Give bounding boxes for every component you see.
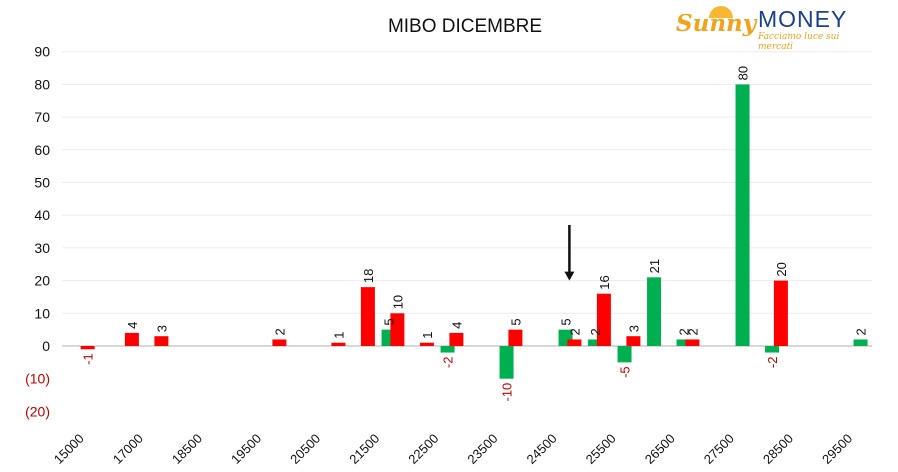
data-label: -5 xyxy=(618,366,633,378)
logo-caps-text: MONEY xyxy=(758,6,848,32)
bar xyxy=(617,346,632,363)
x-tick-label: 20500 xyxy=(287,431,323,467)
data-label: 1 xyxy=(331,331,346,338)
sunny-money-logo: Sunny MONEY Facciamo luce sui mercati xyxy=(676,4,876,52)
x-tick-label: 27500 xyxy=(701,431,737,467)
y-tick-label: 70 xyxy=(34,109,50,125)
bar xyxy=(80,346,95,350)
sun-icon xyxy=(709,6,733,18)
y-tick-label: (10) xyxy=(25,371,50,387)
data-label: 18 xyxy=(361,269,376,283)
x-tick-label: 28500 xyxy=(760,431,796,467)
x-tick-label: 26500 xyxy=(642,431,678,467)
y-tick-label: 20 xyxy=(34,273,50,289)
data-label: -1 xyxy=(81,353,96,365)
x-tick-label: 19500 xyxy=(228,431,264,467)
y-tick-label: 60 xyxy=(34,142,50,158)
data-label: -2 xyxy=(765,357,780,369)
y-tick-label: (20) xyxy=(25,403,50,419)
bar xyxy=(853,339,868,346)
data-label: 5 xyxy=(559,318,574,325)
logo-script-text: Sunny xyxy=(676,10,757,37)
bar xyxy=(567,339,582,346)
data-label: 4 xyxy=(125,322,140,329)
data-label: 1 xyxy=(420,331,435,338)
x-tick-label: 23500 xyxy=(464,431,500,467)
arrow-head xyxy=(564,271,575,281)
bar xyxy=(676,339,691,346)
y-tick-label: 0 xyxy=(42,338,50,354)
data-label: -10 xyxy=(500,383,515,402)
bar xyxy=(390,313,405,346)
annotations xyxy=(564,225,575,281)
bar xyxy=(773,280,788,346)
data-label: 2 xyxy=(685,328,700,335)
y-tick-label: 90 xyxy=(34,44,50,60)
data-label: -2 xyxy=(441,357,456,369)
bar xyxy=(647,277,662,346)
y-tick-label: 80 xyxy=(34,76,50,92)
bar xyxy=(499,346,514,379)
x-tick-label: 21500 xyxy=(346,431,382,467)
bar xyxy=(588,339,603,346)
data-label: 2 xyxy=(677,328,692,335)
y-tick-label: 40 xyxy=(34,207,50,223)
bar xyxy=(449,332,464,346)
y-axis: 90 80 70 60 50 40 30 20 10 0 (10) (20) xyxy=(25,44,50,420)
bar xyxy=(596,293,611,346)
data-label: 2 xyxy=(588,328,603,335)
x-tick-label: 18500 xyxy=(169,431,205,467)
gridlines xyxy=(62,51,872,347)
x-tick-label: 29500 xyxy=(819,431,855,467)
data-label: 4 xyxy=(449,322,464,329)
x-axis: 15000 17000 18500 19500 20500 21500 22500 23500… xyxy=(51,431,855,467)
data-label: 16 xyxy=(597,275,612,289)
bar xyxy=(685,339,700,346)
data-label: 10 xyxy=(390,295,405,309)
x-tick-label: 25500 xyxy=(583,431,619,467)
data-label: 2 xyxy=(567,328,582,335)
bar xyxy=(735,84,750,347)
x-tick-label: 17000 xyxy=(110,431,146,467)
data-label: 5 xyxy=(508,318,523,325)
data-label: 80 xyxy=(736,66,751,80)
data-label: 2 xyxy=(854,328,869,335)
bar xyxy=(154,336,169,346)
bar xyxy=(331,342,346,346)
bar xyxy=(626,336,641,346)
data-label: 21 xyxy=(647,259,662,273)
logo-tagline: Facciamo luce sui mercati xyxy=(758,32,840,52)
x-tick-label: 24500 xyxy=(524,431,560,467)
bar xyxy=(360,287,375,346)
bar xyxy=(765,346,780,353)
bar xyxy=(272,339,287,346)
chart-title: MIBO DICEMBRE xyxy=(387,16,543,37)
x-tick-label: 15000 xyxy=(51,431,87,467)
x-tick-label: 22500 xyxy=(405,431,441,467)
data-label: 5 xyxy=(382,318,397,325)
bar-series xyxy=(80,84,868,379)
y-tick-label: 10 xyxy=(34,305,50,321)
bar xyxy=(440,346,455,353)
data-label: 20 xyxy=(774,262,789,276)
bar xyxy=(124,332,139,346)
y-tick-label: 50 xyxy=(34,175,50,191)
bar xyxy=(419,342,434,346)
y-tick-label: 30 xyxy=(34,240,50,256)
bar xyxy=(508,329,523,346)
data-label: 3 xyxy=(154,325,169,332)
data-label: 3 xyxy=(626,325,641,332)
data-label: 2 xyxy=(272,328,287,335)
